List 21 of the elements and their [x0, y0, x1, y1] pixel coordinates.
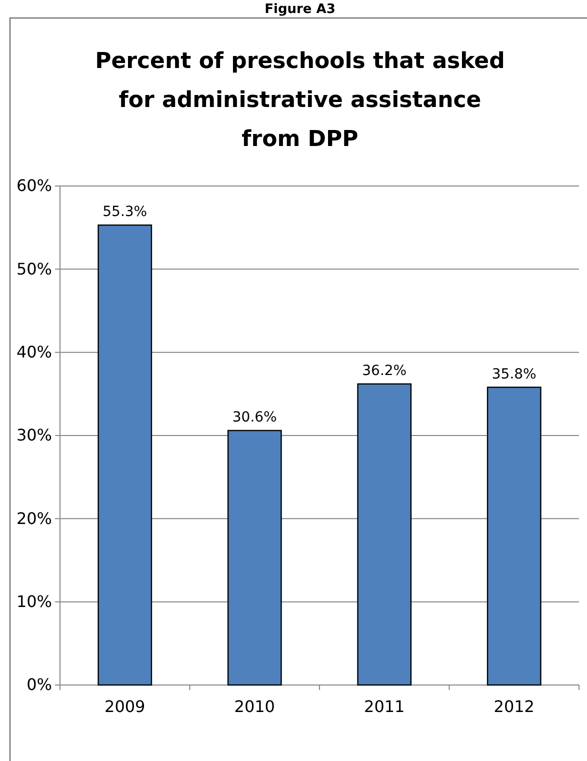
y-tick-label: 20% — [16, 508, 52, 528]
bar — [357, 383, 412, 686]
x-tick-label: 2009 — [104, 697, 146, 716]
x-tick-label: 2011 — [364, 697, 405, 716]
x-tick-label: 2010 — [234, 697, 275, 716]
y-tick-label: 30% — [16, 426, 52, 445]
y-tick-label: 40% — [16, 342, 52, 362]
y-tick-label: 60% — [16, 176, 52, 196]
x-tick-label: 2012 — [494, 697, 534, 716]
chart-title: Percent of preschools that asked for administrative assistance from DPP — [95, 49, 505, 152]
bar — [486, 386, 542, 686]
y-tick-label: 10% — [16, 592, 52, 611]
bar — [98, 224, 152, 686]
y-tick-label: 50% — [16, 259, 52, 278]
data-label: 55.3% — [102, 204, 148, 220]
bar — [227, 430, 282, 686]
data-label: 36.2% — [362, 362, 407, 379]
y-tick-label: 0% — [26, 675, 52, 694]
data-label: 30.6% — [232, 410, 277, 426]
caption: Figure A3 — [264, 2, 336, 17]
data-label: 35.8% — [492, 366, 536, 382]
